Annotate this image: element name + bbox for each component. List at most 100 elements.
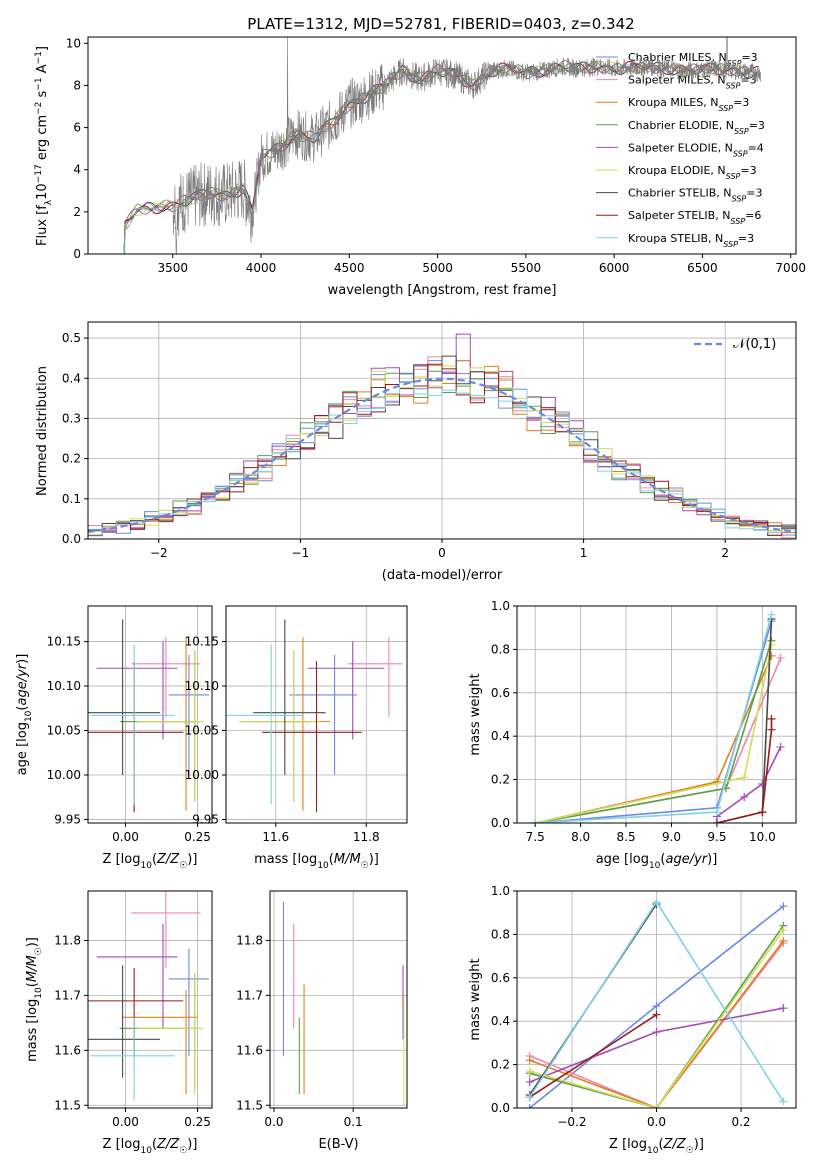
legend-entry: Kroupa STELIB, NSSP=3 bbox=[628, 232, 754, 249]
mass-weight-marker bbox=[525, 1067, 534, 1076]
x-tick-label: 5000 bbox=[422, 261, 453, 275]
y-tick-label: 0.8 bbox=[491, 642, 510, 656]
mass-weight-marker bbox=[767, 610, 776, 619]
plot-area bbox=[88, 891, 210, 1100]
x-axis-label: age [log10(age/yr)] bbox=[596, 852, 718, 871]
model-spectrum-line bbox=[119, 59, 759, 254]
mass-weight-marker bbox=[776, 743, 785, 752]
y-axis-label-weight: mass weight bbox=[468, 673, 483, 755]
model-spectrum-line bbox=[119, 60, 759, 254]
y-tick-label: 11.5 bbox=[236, 1098, 263, 1112]
x-tick-label: 8.0 bbox=[571, 830, 590, 844]
y-tick-label: 0.6 bbox=[491, 971, 510, 985]
plot-area bbox=[531, 610, 785, 823]
x-axis-label: Z [log10(Z/Z☉)] bbox=[103, 852, 198, 871]
y-axis-label-weight: mass weight bbox=[468, 958, 483, 1040]
residual-histogram bbox=[88, 382, 796, 536]
mass-weight-marker bbox=[779, 1004, 788, 1013]
y-tick-label: 0.4 bbox=[491, 729, 510, 743]
mass-weight-series bbox=[529, 940, 784, 1108]
plot-area bbox=[119, 37, 761, 254]
x-tick-label: 9.0 bbox=[662, 830, 681, 844]
mass-weight-series bbox=[529, 925, 784, 1108]
axes-frame bbox=[516, 605, 797, 824]
axes-frame bbox=[87, 890, 213, 1109]
y-tick-label: 6 bbox=[73, 121, 81, 135]
mass-weight-marker bbox=[712, 777, 721, 786]
y-axis-label-residuals: Normed distribution bbox=[35, 366, 50, 496]
mass-weight-marker bbox=[652, 1104, 661, 1108]
x-axis-label: Z [log10(Z/Z☉)] bbox=[609, 1137, 704, 1156]
y-axis-label-spectrum: Flux [fλ10−17 erg cm−2 s−1 A−1] bbox=[34, 46, 54, 246]
y-tick-label: 10.00 bbox=[47, 768, 81, 782]
model-spectrum-line bbox=[119, 61, 759, 254]
model-spectrum-line bbox=[119, 60, 759, 254]
mass-weight-series bbox=[535, 614, 773, 823]
panel-residuals: −2 −1 0 1 2 0.0 0.1 0.2 0.3 0.4 0.5 bbox=[62, 321, 797, 560]
legend-entry: Chabrier STELIB, NSSP=3 bbox=[628, 187, 762, 204]
legend-entry: Chabrier ELODIE, NSSP=3 bbox=[628, 119, 765, 136]
model-spectrum-line bbox=[119, 61, 759, 254]
mass-weight-marker bbox=[652, 897, 661, 906]
mass-weight-marker bbox=[767, 725, 776, 734]
plot-area bbox=[282, 901, 405, 1106]
x-tick-label: 4000 bbox=[246, 261, 277, 275]
mass-weight-marker bbox=[525, 1056, 534, 1065]
panel-mass-vs-EBV: 0.0 0.1 11.5 11.6 11.7 11.8 bbox=[236, 890, 408, 1129]
plot-area bbox=[525, 897, 788, 1108]
panel-age-vs-mass: 11.6 11.8 9.95 10.00 10.05 10.10 10.15 bbox=[185, 605, 408, 844]
mass-weight-series bbox=[529, 929, 784, 1108]
y-tick-label: 1.0 bbox=[491, 884, 510, 898]
mass-weight-marker bbox=[740, 792, 749, 801]
y-tick-label: 0.2 bbox=[491, 773, 510, 787]
x-tick-label: 0.0 bbox=[647, 1115, 666, 1129]
y-tick-label: 1.0 bbox=[491, 599, 510, 613]
y-tick-label: 0.3 bbox=[62, 411, 81, 425]
y-tick-label: 8 bbox=[73, 78, 81, 92]
mass-weight-series bbox=[529, 942, 784, 1108]
x-axis-label: E(B-V) bbox=[318, 1137, 358, 1152]
x-tick-label: 0.25 bbox=[184, 1115, 211, 1129]
x-tick-label: 4500 bbox=[334, 261, 365, 275]
x-tick-label: −0.2 bbox=[557, 1115, 586, 1129]
y-tick-label: 0.2 bbox=[62, 452, 81, 466]
figure-title: PLATE=1312, MJD=52781, FIBERID=0403, z=0… bbox=[247, 15, 634, 33]
mass-weight-series bbox=[716, 746, 782, 818]
mass-weight-marker bbox=[776, 654, 785, 663]
x-tick-label: 6500 bbox=[687, 261, 718, 275]
x-tick-label: 10.0 bbox=[749, 830, 776, 844]
residual-histogram bbox=[88, 363, 796, 536]
x-axis-label: Z [log10(Z/Z☉)] bbox=[103, 1137, 198, 1156]
y-tick-label: 0.5 bbox=[62, 331, 81, 345]
x-tick-label: −2 bbox=[150, 546, 168, 560]
x-tick-label: 2 bbox=[721, 546, 729, 560]
mass-weight-marker bbox=[740, 773, 749, 782]
x-tick-label: 0.00 bbox=[112, 830, 139, 844]
y-tick-label: 0.6 bbox=[491, 686, 510, 700]
mass-weight-marker bbox=[531, 819, 540, 823]
plot-area bbox=[88, 619, 210, 813]
mass-weight-marker bbox=[525, 1104, 534, 1108]
y-tick-label: 0.4 bbox=[62, 371, 81, 385]
x-tick-label: 0 bbox=[438, 546, 446, 560]
y-tick-label: 0.4 bbox=[491, 1014, 510, 1028]
y-tick-label: 10.05 bbox=[47, 724, 81, 738]
y-tick-label: 11.7 bbox=[236, 988, 263, 1002]
x-tick-label: 0.25 bbox=[184, 830, 211, 844]
x-tick-label: 3500 bbox=[157, 261, 188, 275]
plot-area bbox=[88, 333, 796, 539]
x-tick-label: 0.0 bbox=[264, 1115, 283, 1129]
y-tick-label: 11.8 bbox=[54, 933, 81, 947]
y-tick-label: 11.6 bbox=[236, 1043, 263, 1057]
legend-entry: Salpeter STELIB, NSSP=6 bbox=[628, 209, 761, 226]
y-tick-label: 10.00 bbox=[185, 768, 219, 782]
mass-weight-marker bbox=[652, 1010, 661, 1019]
axes-frame bbox=[87, 605, 213, 824]
plot-area bbox=[226, 619, 403, 813]
mass-weight-marker bbox=[779, 926, 788, 935]
y-tick-label: 11.8 bbox=[236, 933, 263, 947]
y-tick-label: 11.6 bbox=[54, 1043, 81, 1057]
panel-age-vs-Z: 0.00 0.25 9.95 10.00 10.05 10.10 10.15 bbox=[47, 605, 213, 844]
x-tick-label: 1 bbox=[580, 546, 588, 560]
x-tick-label: 6000 bbox=[599, 261, 630, 275]
